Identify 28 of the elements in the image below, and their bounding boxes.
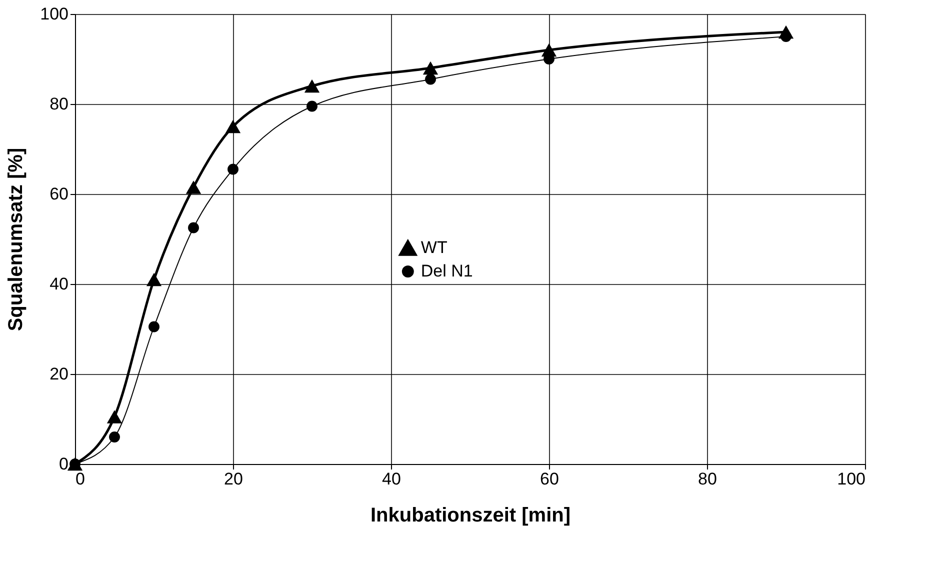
y-tick-label: 0: [59, 454, 68, 474]
point: [425, 74, 436, 85]
x-axis-title: Inkubationszeit [min]: [370, 504, 570, 526]
legend-label: WT: [420, 238, 448, 257]
point: [109, 432, 120, 442]
point: [304, 79, 320, 93]
point: [148, 321, 160, 332]
x-tick-label: 100: [837, 470, 866, 488]
point: [106, 410, 122, 424]
point: [228, 164, 238, 175]
y-axis-title: Squalenumsatz [%]: [5, 148, 28, 332]
point: [188, 222, 199, 234]
y-tick-label: 80: [50, 94, 68, 114]
x-tick-label: 0: [76, 470, 85, 488]
y-tick-label: 40: [50, 274, 68, 294]
point: [422, 61, 438, 75]
x-tick-label: 80: [698, 470, 717, 488]
point: [186, 180, 202, 194]
y-tick-label: 20: [50, 364, 68, 384]
point: [146, 272, 162, 286]
point: [306, 100, 318, 112]
x-tick-label: 20: [224, 470, 243, 488]
x-tick-label: 60: [540, 470, 559, 488]
y-tick-label: 60: [50, 184, 68, 204]
legend-label: Del N1: [420, 262, 473, 280]
y-tick-label: 100: [40, 4, 68, 24]
point: [225, 120, 241, 134]
x-tick-label: 40: [382, 470, 401, 488]
